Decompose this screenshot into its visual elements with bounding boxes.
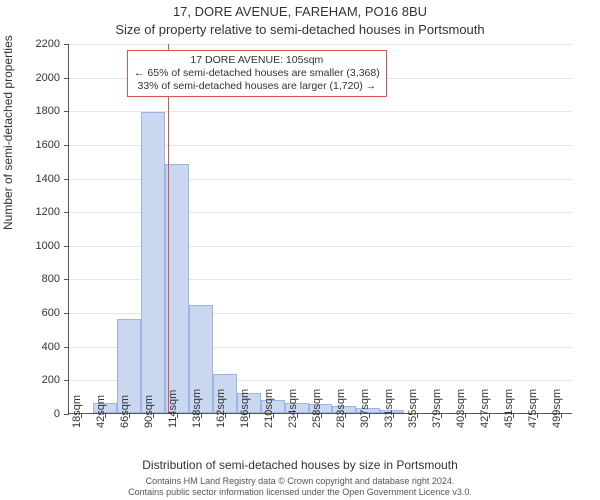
bars-layer [69,44,572,413]
plot-area: 17 DORE AVENUE: 105sqm ← 65% of semi-det… [68,44,572,414]
y-tick-label: 800 [4,273,60,285]
annotation-line1: 17 DORE AVENUE: 105sqm [134,54,380,67]
histogram-bar [141,112,165,413]
x-axis-label: Distribution of semi-detached houses by … [0,458,600,472]
y-tick-label: 1600 [4,139,60,151]
y-tick-label: 2200 [4,38,60,50]
y-tick-label: 2000 [4,72,60,84]
annotation-line3: 33% of semi-detached houses are larger (… [134,80,380,93]
y-tick-label: 1400 [4,173,60,185]
chart-container: 17, DORE AVENUE, FAREHAM, PO16 8BU Size … [0,0,600,500]
footer-line1: Contains HM Land Registry data © Crown c… [0,476,600,487]
annotation-box: 17 DORE AVENUE: 105sqm ← 65% of semi-det… [127,50,387,97]
y-tick-label: 1200 [4,206,60,218]
y-tick-label: 600 [4,307,60,319]
y-tick-label: 0 [4,408,60,420]
footer-line2: Contains public sector information licen… [0,487,600,498]
y-tick-label: 400 [4,341,60,353]
y-tick-label: 1000 [4,240,60,252]
y-axis-label: Number of semi-detached properties [1,35,15,230]
reference-line [168,44,169,413]
y-tick-label: 1800 [4,105,60,117]
footer: Contains HM Land Registry data © Crown c… [0,476,600,499]
chart-subtitle: Size of property relative to semi-detach… [0,22,600,37]
chart-title: 17, DORE AVENUE, FAREHAM, PO16 8BU [0,4,600,19]
annotation-line2: ← 65% of semi-detached houses are smalle… [134,67,380,80]
y-tick-label: 200 [4,374,60,386]
